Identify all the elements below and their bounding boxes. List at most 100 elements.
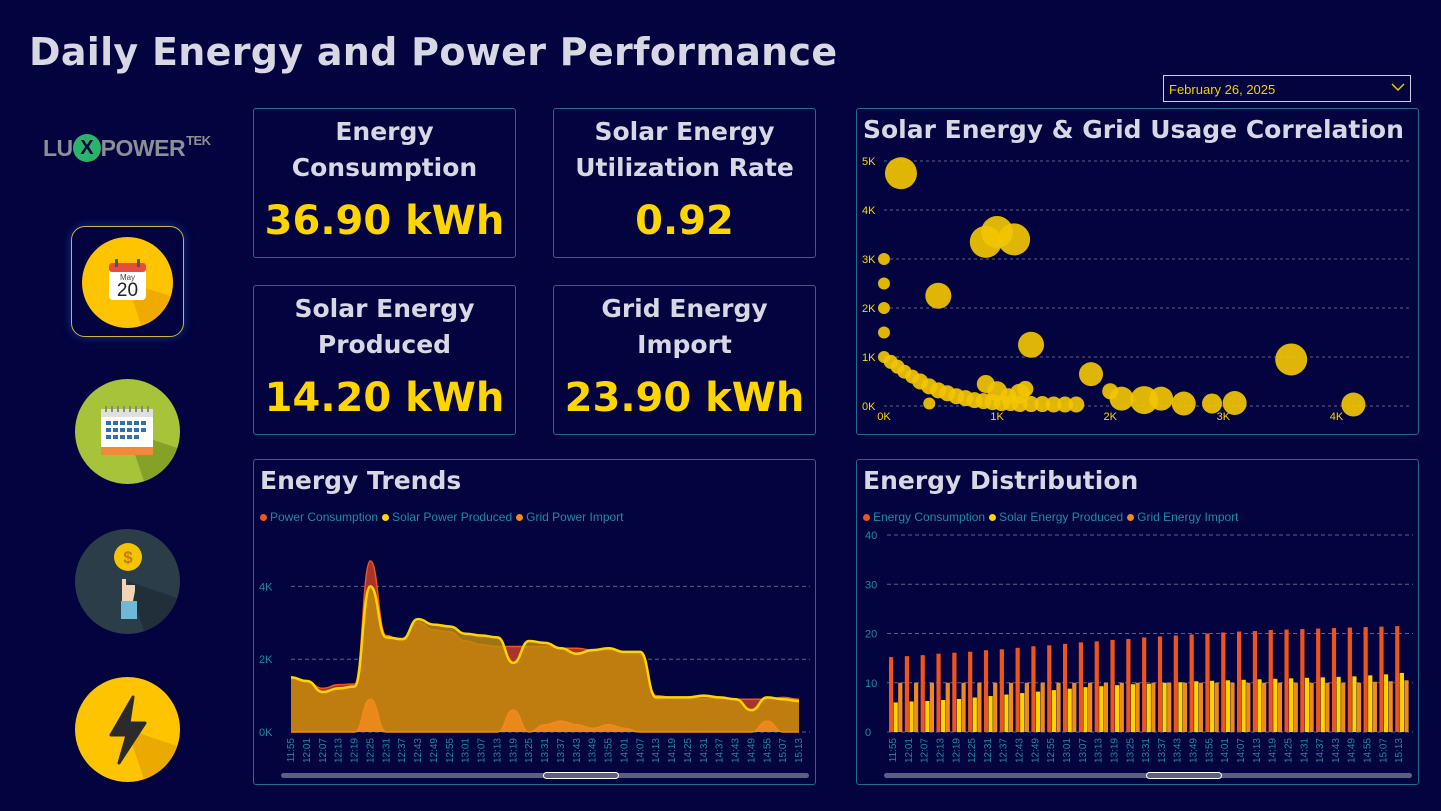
scatter-point <box>1078 362 1103 387</box>
bar <box>999 649 1004 732</box>
x-tick-label: 14:19 <box>1268 738 1279 763</box>
x-tick-label: 12:25 <box>365 738 376 763</box>
nav-power-button[interactable] <box>75 677 180 782</box>
bar <box>1252 631 1258 732</box>
legend-item[interactable]: Solar Power Produced <box>382 510 512 524</box>
bar <box>1130 684 1136 732</box>
bar <box>1024 682 1029 732</box>
scatter-point <box>1056 396 1073 413</box>
bar <box>1099 686 1104 732</box>
x-tick-label: 12:25 <box>967 738 978 763</box>
kpi-card-solar-produced: Solar Energy Produced 14.20 kWh <box>253 285 516 435</box>
x-tick-label: 12:37 <box>397 738 408 763</box>
energy-trends-chart[interactable]: 0K 2K 4K 11:55 12:01 12:07 12:13 12:19 12:25 12:3… <box>254 460 815 784</box>
legend-item[interactable]: Power Consumption <box>260 510 378 524</box>
x-tick-label: 14:49 <box>746 738 757 763</box>
scatter-point <box>1068 396 1085 413</box>
scatter-chart[interactable]: 0K 1K 2K 3K 4K 5K 0K 1K 2K 3K 4K <box>857 109 1418 434</box>
x-tick-label: 12:19 <box>350 738 361 763</box>
bar <box>1352 676 1357 732</box>
bar <box>1379 626 1384 732</box>
y-tick-label: 10 <box>865 678 877 690</box>
svg-text:May: May <box>120 273 135 282</box>
bar <box>1173 635 1178 732</box>
bar <box>972 697 977 732</box>
scatter-point <box>1341 392 1366 417</box>
bar <box>1277 682 1283 732</box>
x-tick-label: 14:13 <box>1252 738 1263 763</box>
x-tick-label: 13:19 <box>1109 738 1120 763</box>
bar <box>889 657 894 732</box>
x-tick-label: 14:37 <box>1315 738 1326 763</box>
date-filter-dropdown[interactable]: February 26, 2025 <box>1163 75 1411 102</box>
bar <box>898 682 903 732</box>
bar <box>1088 682 1093 732</box>
nav-cost-button[interactable]: $ <box>75 529 180 634</box>
x-tick-label: 12:13 <box>935 738 946 763</box>
x-tick-label: 14:25 <box>683 738 694 763</box>
bar <box>1067 688 1072 732</box>
y-tick-label: 0K <box>862 401 876 413</box>
horizontal-scrollbar[interactable] <box>884 772 1412 779</box>
bar <box>1126 638 1131 732</box>
scatter-point <box>923 397 936 410</box>
bar <box>1268 630 1273 732</box>
x-tick-label: 12:37 <box>999 738 1010 763</box>
bar <box>1309 682 1314 732</box>
scrollbar-thumb[interactable] <box>1146 772 1222 779</box>
scrollbar-thumb[interactable] <box>543 772 619 779</box>
x-tick-label: 14:55 <box>1363 738 1374 763</box>
energy-trends-panel: Energy Trends Power Consumption Solar Po… <box>253 459 816 785</box>
x-tick-label: 12:13 <box>334 738 345 763</box>
nav-monthly-button[interactable] <box>75 379 180 484</box>
bar <box>1020 693 1025 732</box>
bar <box>1047 645 1052 732</box>
x-tick-label: 12:43 <box>1015 738 1026 763</box>
bar <box>1031 646 1036 732</box>
x-tick-label: 12:01 <box>904 738 915 763</box>
bar <box>961 682 966 732</box>
x-tick-label: 13:49 <box>1189 738 1200 763</box>
bar <box>1221 632 1226 732</box>
legend-item[interactable]: Grid Power Import <box>516 510 624 524</box>
x-tick-label: 12:31 <box>381 738 392 763</box>
x-tick-label: 14:31 <box>1299 738 1310 763</box>
scatter-point <box>1017 380 1034 397</box>
x-tick-label: 14:07 <box>635 738 646 763</box>
legend-item[interactable]: Solar Energy Produced <box>989 510 1123 524</box>
bar <box>1119 682 1124 732</box>
energy-distribution-panel: Energy Distribution Energy Consumption S… <box>856 459 1419 785</box>
kpi-title: Solar Energy <box>294 294 475 323</box>
legend-item[interactable]: Energy Consumption <box>863 510 985 524</box>
x-tick-label: 13:37 <box>1157 738 1168 763</box>
x-tick-label: 13:43 <box>1173 738 1184 763</box>
x-tick-label: 12:01 <box>302 738 313 763</box>
x-tick-label: 0K <box>877 411 891 423</box>
x-tick-label: 14:13 <box>651 738 662 763</box>
bar <box>1262 682 1267 732</box>
nav-daily-button[interactable]: May 20 <box>71 226 184 337</box>
energy-distribution-chart[interactable]: 0 10 20 30 40 11:55 12:01 12:07 12:13 12:19 12:25 1… <box>857 460 1418 784</box>
kpi-title: Import <box>637 330 732 359</box>
x-tick-label: 13:31 <box>540 738 551 763</box>
x-tick-label: 14:43 <box>731 738 742 763</box>
date-filter-value: February 26, 2025 <box>1169 82 1276 97</box>
y-tick-label: 2K <box>862 303 876 315</box>
bar <box>1103 682 1109 732</box>
x-tick-label: 12:07 <box>920 738 931 763</box>
bar <box>925 700 930 732</box>
kpi-card-energy-consumption: Energy Consumption 36.90 kWh <box>253 108 516 258</box>
x-tick-label: 12:19 <box>951 738 962 763</box>
bar <box>1135 682 1140 732</box>
x-tick-label: 14:07 <box>1236 738 1247 763</box>
bar <box>1320 677 1325 732</box>
bar <box>988 696 993 732</box>
bar <box>1347 627 1352 732</box>
legend-item[interactable]: Grid Energy Import <box>1127 510 1239 524</box>
scatter-point <box>878 326 890 339</box>
bar <box>1388 681 1393 732</box>
horizontal-scrollbar[interactable] <box>281 772 809 779</box>
bar <box>1293 682 1298 732</box>
bar <box>1167 682 1172 732</box>
bar <box>1194 681 1199 732</box>
